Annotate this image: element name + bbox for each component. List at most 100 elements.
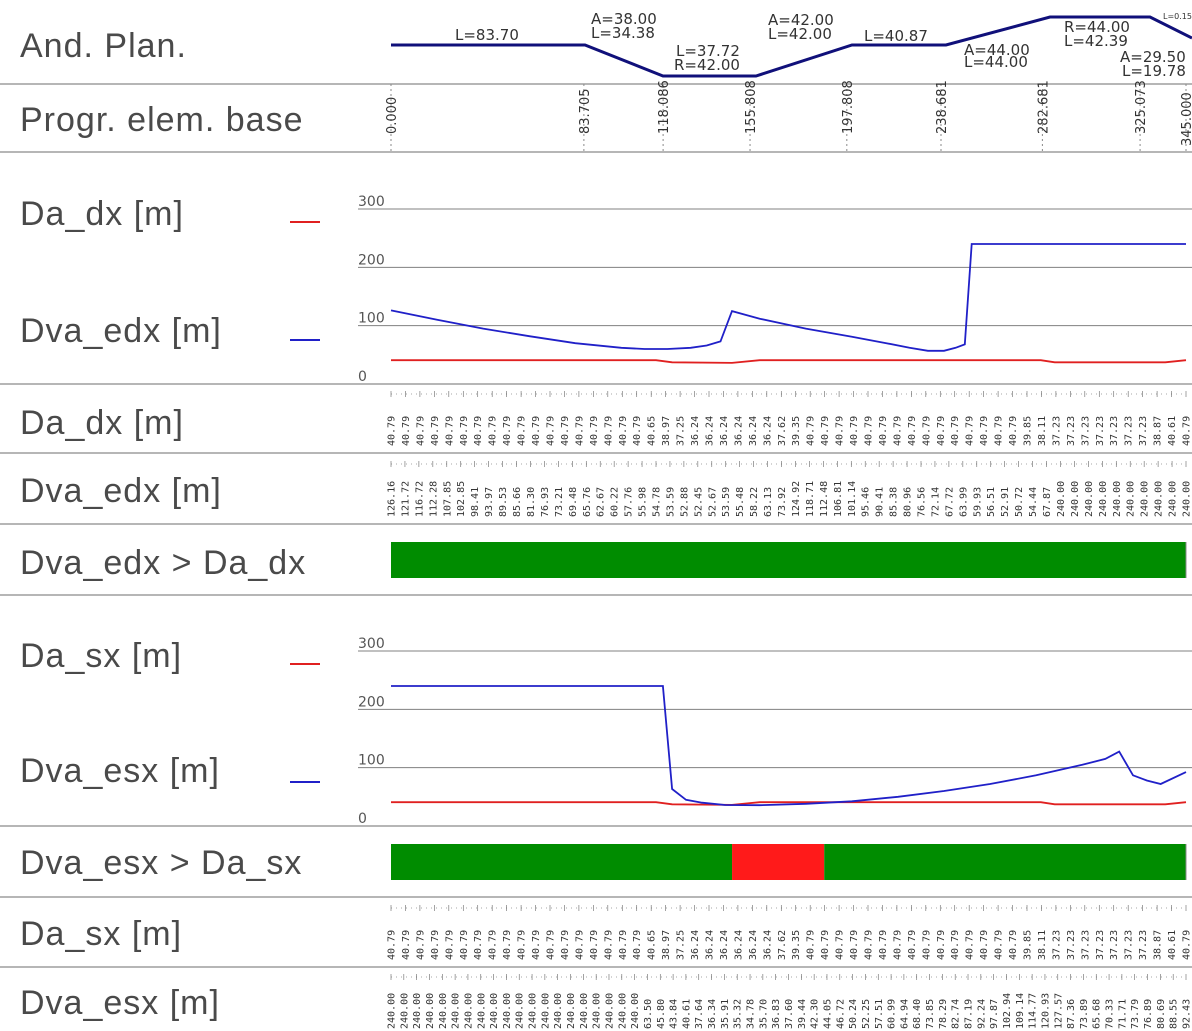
value-label: 40.79 [979, 930, 990, 960]
value-label: 40.79 [560, 930, 571, 960]
row-label-da-sx: Da_sx [m] [20, 915, 182, 953]
legend-label-da-dx: Da_dx [m] [20, 195, 184, 233]
value-label: 40.61 [1167, 416, 1178, 446]
value-label: 39.44 [797, 999, 808, 1029]
value-label: 240.00 [412, 993, 423, 1029]
value-label: 36.24 [748, 416, 759, 446]
progressive-label: 83.705 [578, 89, 593, 135]
progressive-ticks: 0.000 83.705 118.086 155.808 197.808 238.681 2… [385, 80, 1192, 152]
value-label: 76.93 [540, 487, 551, 517]
value-label: 240.00 [553, 993, 564, 1029]
value-label: 40.79 [502, 930, 513, 960]
value-label: 54.78 [652, 487, 663, 517]
value-label: 37.23 [1138, 930, 1149, 960]
value-label: 40.79 [459, 416, 470, 446]
value-label: 40.79 [907, 416, 918, 446]
value-label: 240.00 [476, 993, 487, 1029]
value-label: 116.72 [414, 481, 425, 517]
value-label: 40.79 [459, 930, 470, 960]
value-label: 73.89 [1079, 999, 1090, 1029]
value-label: 240.00 [566, 993, 577, 1029]
value-label: 37.23 [1109, 930, 1120, 960]
value-label: 37.62 [777, 930, 788, 960]
value-label: 64.94 [899, 999, 910, 1029]
value-label: 82.74 [951, 999, 962, 1029]
legend-label-dva-edx: Dva_edx [m] [20, 312, 222, 350]
value-label: 63.99 [958, 487, 969, 517]
value-label: 40.79 [517, 930, 528, 960]
value-label: 53.59 [721, 487, 732, 517]
value-label: 126.16 [387, 481, 398, 517]
value-label: 85.38 [889, 487, 900, 517]
value-label: 40.79 [921, 930, 932, 960]
value-label: 40.79 [589, 416, 600, 446]
value-label: 40.79 [444, 930, 455, 960]
row-label-check-dx: Dva_edx > Da_dx [20, 544, 306, 582]
value-label: 97.87 [989, 999, 1000, 1029]
value-label: 37.23 [1095, 930, 1106, 960]
progressive-label: 345.000 [1180, 92, 1192, 146]
value-label: 240.00 [451, 993, 462, 1029]
value-label: 40.79 [878, 416, 889, 446]
value-label: 68.40 [912, 999, 923, 1029]
value-label: 40.79 [502, 416, 513, 446]
value-label: 37.23 [1109, 416, 1120, 446]
value-label: 69.48 [568, 487, 579, 517]
value-label: 40.79 [892, 416, 903, 446]
series-line-available [390, 243, 1186, 352]
value-label: 60.99 [887, 999, 898, 1029]
row-label-dva-esx: Dva_esx [m] [20, 984, 220, 1022]
value-label: 36.24 [719, 416, 730, 446]
value-label: 36.24 [762, 930, 773, 960]
value-label: 40.79 [835, 416, 846, 446]
value-label: 92.24 [976, 999, 987, 1029]
legend-label-da-sx: Da_sx [m] [20, 637, 182, 675]
value-label: 39.85 [1023, 416, 1034, 446]
planimetric-alignment: L=83.70 A=38.00L=34.38 L=37.72R=42.00 A=42.… [391, 10, 1192, 80]
value-label: 36.24 [690, 416, 701, 446]
progressive-label: 238.681 [935, 80, 950, 134]
progressive-label: 118.086 [657, 80, 672, 134]
value-label: 240.00 [592, 993, 603, 1029]
value-label: 40.79 [806, 416, 817, 446]
value-label: 60.22 [610, 487, 621, 517]
value-label: 40.79 [387, 930, 398, 960]
value-label: 73.79 [1130, 999, 1141, 1029]
value-label: 40.79 [589, 930, 600, 960]
check-bar-right [391, 542, 1187, 578]
value-label: 37.23 [1051, 416, 1062, 446]
value-label: 38.97 [661, 416, 672, 446]
chart-right-distances: 0 100 200 300 [358, 194, 1192, 385]
value-label: 39.35 [791, 930, 802, 960]
value-label: 40.79 [531, 930, 542, 960]
value-label: 36.24 [690, 930, 701, 960]
value-label: 40.65 [647, 416, 658, 446]
value-label: 40.79 [546, 930, 557, 960]
row-separators [0, 83, 1192, 968]
y-tick-label: 100 [358, 753, 385, 769]
value-label: 40.79 [603, 930, 614, 960]
value-label: 40.79 [820, 416, 831, 446]
value-label: 37.23 [1124, 930, 1135, 960]
value-label: 102.94 [1002, 993, 1013, 1029]
value-label: 95.46 [861, 487, 872, 517]
value-label: 57.76 [624, 487, 635, 517]
value-label: 40.79 [965, 930, 976, 960]
series-line-required [391, 359, 1187, 364]
value-label: 240.00 [540, 993, 551, 1029]
value-label: 40.79 [892, 930, 903, 960]
value-label: 52.88 [679, 487, 690, 517]
value-label: 40.79 [574, 416, 585, 446]
alignment-line [391, 15, 1192, 78]
progressive-label: 197.808 [841, 80, 856, 134]
value-label: 87.19 [964, 999, 975, 1029]
value-label: 78.29 [938, 999, 949, 1029]
value-label: 76.56 [917, 487, 928, 517]
value-label: 102.85 [456, 481, 467, 517]
value-label: 40.79 [1182, 416, 1192, 446]
progressive-label: 325.073 [1134, 80, 1149, 134]
value-label: 37.23 [1138, 416, 1149, 446]
value-label: 240.00 [579, 993, 590, 1029]
value-label: 240.00 [1084, 481, 1095, 517]
plan-label: R=44.00 [1064, 18, 1130, 36]
